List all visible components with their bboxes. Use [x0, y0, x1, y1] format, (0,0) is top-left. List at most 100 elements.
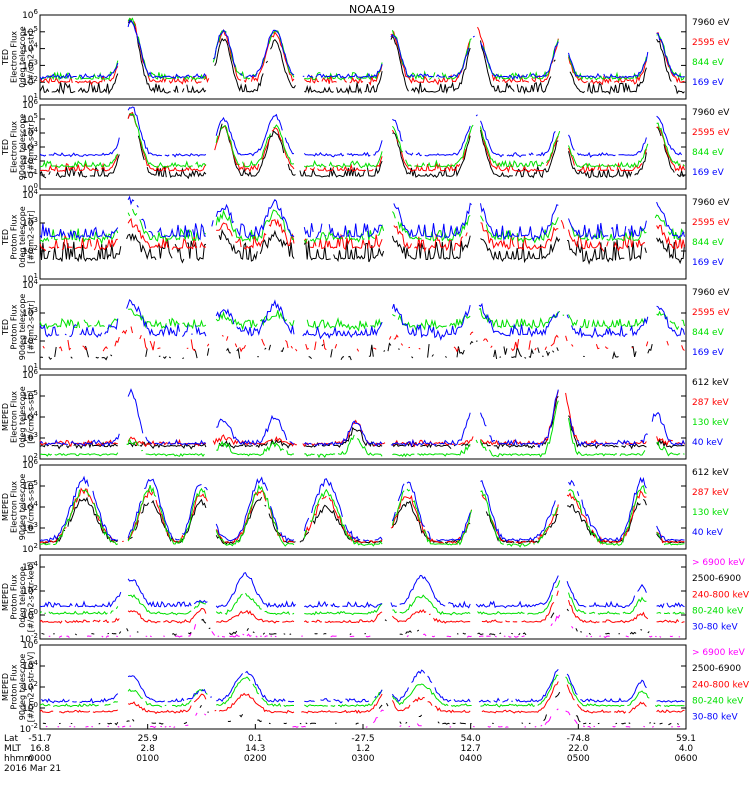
- x-tick-label: 0200: [244, 754, 267, 764]
- series-trace: [39, 388, 685, 449]
- series-trace: [40, 341, 683, 360]
- series-trace: [45, 708, 681, 729]
- y-axis-label-line: Proton Flux: [10, 304, 19, 349]
- y-axis-label-line: 0deg telescope: [18, 26, 27, 87]
- series-trace: [39, 298, 685, 341]
- legend-entry: 2595 eV: [692, 218, 730, 228]
- x-tick-label: 0100: [136, 754, 159, 764]
- legend-entry: 7960 eV: [692, 108, 730, 118]
- panel-frame: [39, 284, 687, 370]
- x-tick-label: 0600: [675, 754, 698, 764]
- y-axis-label-line: 90deg telescope: [18, 114, 27, 181]
- series-trace: [39, 17, 685, 82]
- y-axis-label-line: [#/cm2-s-str]: [27, 30, 36, 83]
- x-tick-label: 0000: [29, 754, 52, 764]
- legend-entry: 2500-6900: [692, 664, 741, 674]
- x-tick-label: 25.9: [138, 734, 158, 744]
- legend-entry: 7960 eV: [692, 18, 730, 28]
- x-tick-label: 16.8: [30, 744, 50, 754]
- series-trace: [39, 307, 685, 332]
- panel-frame: [39, 14, 687, 100]
- series-trace: [39, 217, 685, 253]
- x-row-label: MLT: [4, 744, 22, 754]
- series-trace: [39, 113, 685, 180]
- x-tick-label: 0500: [567, 754, 590, 764]
- y-axis-label-line: [#/cm2-s-str]: [27, 300, 36, 353]
- legend-entry: 2595 eV: [692, 128, 730, 138]
- legend-entry: 287 keV: [692, 488, 729, 498]
- x-tick-label: -74.8: [567, 734, 591, 744]
- y-axis-label-line: [#/cm2-s-str-keV]: [27, 562, 36, 633]
- x-tick-label: 1.2: [356, 744, 370, 754]
- panel-frame: [39, 194, 687, 280]
- y-axis-label-line: Proton Flux: [10, 664, 19, 709]
- series-trace: [42, 691, 679, 726]
- x-row-label: hhmm: [4, 754, 33, 764]
- legend-entry: 287 keV: [692, 398, 729, 408]
- x-tick-label: 0300: [352, 754, 375, 764]
- legend-entry: 612 keV: [692, 468, 729, 478]
- legend-entry: 40 keV: [692, 438, 724, 448]
- y-axis-label-line: MEPED: [1, 583, 10, 611]
- y-axis-label-line: Proton Flux: [10, 214, 19, 259]
- series-trace: [39, 112, 685, 169]
- y-axis-label-line: [#/cm2-s-str]: [27, 210, 36, 263]
- y-axis-label-line: [#/cm2-s-str-keV]: [27, 652, 36, 723]
- y-axis-label-line: Electron Flux: [10, 391, 19, 443]
- legend-entry: 169 eV: [692, 78, 725, 88]
- series-trace: [39, 484, 685, 548]
- legend-entry: 2595 eV: [692, 38, 730, 48]
- y-axis-label-line: TED: [1, 319, 10, 336]
- x-row-label: Lat: [4, 734, 19, 744]
- date-label: 2016 Mar 21: [4, 764, 61, 774]
- series-trace: [42, 326, 685, 353]
- series-trace: [39, 475, 685, 543]
- series-trace: [40, 107, 685, 157]
- x-tick-label: 54.0: [461, 734, 481, 744]
- x-tick-label: 0.1: [248, 734, 262, 744]
- series-trace: [39, 572, 685, 609]
- y-axis-label-line: Electron Flux: [10, 31, 19, 83]
- x-tick-label: 14.3: [245, 744, 265, 754]
- y-axis-label-line: 0deg telescope: [18, 386, 27, 447]
- x-tick-label: -51.7: [28, 734, 51, 744]
- legend-entry: 169 eV: [692, 168, 725, 178]
- legend-entry: 169 eV: [692, 348, 725, 358]
- legend-entry: 844 eV: [692, 328, 725, 338]
- y-tick-label: 106: [22, 8, 38, 21]
- y-axis-label-line: TED: [1, 229, 10, 246]
- legend-entry: 2595 eV: [692, 308, 730, 318]
- series-trace: [39, 590, 685, 624]
- series-trace: [49, 615, 683, 638]
- x-tick-label: 22.0: [568, 744, 588, 754]
- series-trace: [39, 400, 685, 459]
- series-trace: [39, 19, 685, 81]
- panel-frame: [39, 464, 687, 550]
- chart-title: NOAA19: [349, 3, 395, 16]
- panel-frame: [39, 644, 687, 730]
- legend-entry: 30-80 keV: [692, 713, 738, 723]
- y-axis-label-line: [#/cm2-s-str]: [27, 120, 36, 173]
- series-trace: [39, 111, 685, 174]
- series-trace: [39, 195, 685, 242]
- legend-entry: 130 keV: [692, 418, 729, 428]
- x-tick-label: 59.1: [676, 734, 696, 744]
- legend-entry: 40 keV: [692, 528, 724, 538]
- series-trace: [39, 580, 685, 616]
- y-axis-label-line: TED: [1, 139, 10, 156]
- series-trace: [41, 669, 685, 704]
- legend-entry: 2500-6900: [692, 574, 741, 584]
- legend-entry: 130 keV: [692, 508, 729, 518]
- y-axis-label-line: Proton Flux: [10, 574, 19, 619]
- x-tick-label: 4.0: [679, 744, 694, 754]
- legend-entry: > 6900 keV: [692, 648, 746, 658]
- y-tick-label: 102: [22, 542, 38, 555]
- series-trace: [39, 18, 685, 95]
